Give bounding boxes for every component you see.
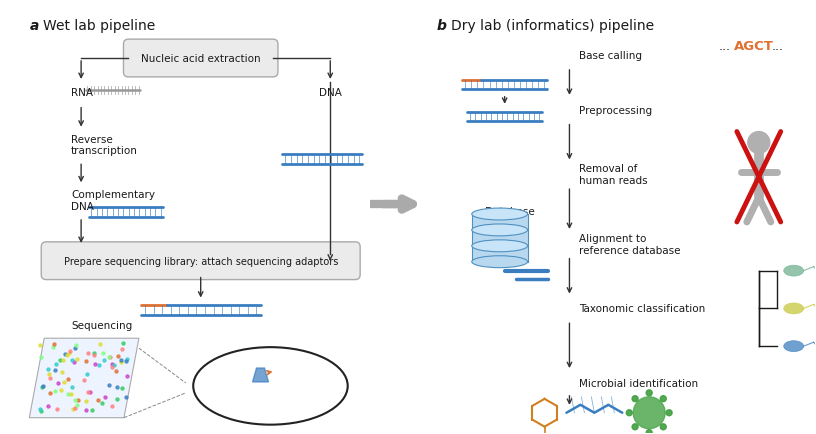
Ellipse shape bbox=[783, 341, 804, 352]
Circle shape bbox=[666, 410, 672, 416]
Ellipse shape bbox=[472, 256, 528, 268]
Text: b: b bbox=[437, 19, 447, 33]
Text: Prepare sequencing library: attach sequencing adaptors: Prepare sequencing library: attach seque… bbox=[64, 256, 338, 266]
Circle shape bbox=[660, 396, 666, 402]
Text: DNA: DNA bbox=[319, 88, 342, 98]
Text: Removal of
human reads: Removal of human reads bbox=[579, 164, 648, 186]
Ellipse shape bbox=[783, 303, 804, 314]
Text: Base calling: Base calling bbox=[579, 51, 642, 61]
Text: Alignment to
reference database: Alignment to reference database bbox=[579, 233, 681, 255]
Circle shape bbox=[646, 430, 652, 434]
Bar bbox=[472, 246, 528, 262]
Circle shape bbox=[646, 390, 652, 396]
Text: Reverse
transcription: Reverse transcription bbox=[71, 134, 138, 156]
Text: RNA: RNA bbox=[71, 88, 93, 98]
Circle shape bbox=[633, 397, 665, 429]
Text: a: a bbox=[29, 19, 38, 33]
Ellipse shape bbox=[472, 224, 528, 237]
Circle shape bbox=[632, 396, 638, 402]
Circle shape bbox=[660, 424, 666, 430]
FancyBboxPatch shape bbox=[123, 40, 278, 78]
Circle shape bbox=[626, 410, 632, 416]
Text: Wet lab pipeline: Wet lab pipeline bbox=[43, 19, 156, 33]
FancyBboxPatch shape bbox=[42, 242, 360, 280]
Circle shape bbox=[747, 132, 769, 154]
Text: Sequencing: Sequencing bbox=[71, 321, 132, 331]
Text: ...: ... bbox=[772, 39, 783, 53]
Ellipse shape bbox=[193, 347, 348, 425]
Ellipse shape bbox=[783, 266, 804, 276]
Ellipse shape bbox=[472, 240, 528, 252]
Bar bbox=[472, 214, 528, 230]
Text: Nucleic acid extraction: Nucleic acid extraction bbox=[141, 54, 260, 64]
Text: Microbial identification: Microbial identification bbox=[579, 378, 698, 388]
Text: ...: ... bbox=[719, 39, 731, 53]
Text: Taxonomic classification: Taxonomic classification bbox=[579, 304, 706, 314]
Text: Dry lab (informatics) pipeline: Dry lab (informatics) pipeline bbox=[451, 19, 654, 33]
Text: AGCT: AGCT bbox=[734, 39, 774, 53]
Polygon shape bbox=[252, 368, 268, 382]
Ellipse shape bbox=[472, 209, 528, 220]
Bar bbox=[472, 230, 528, 246]
Text: Preprocessing: Preprocessing bbox=[579, 105, 653, 115]
Polygon shape bbox=[29, 339, 139, 418]
Text: Database: Database bbox=[485, 207, 534, 217]
Circle shape bbox=[632, 424, 638, 430]
Text: Complementary
DNA: Complementary DNA bbox=[71, 190, 155, 211]
